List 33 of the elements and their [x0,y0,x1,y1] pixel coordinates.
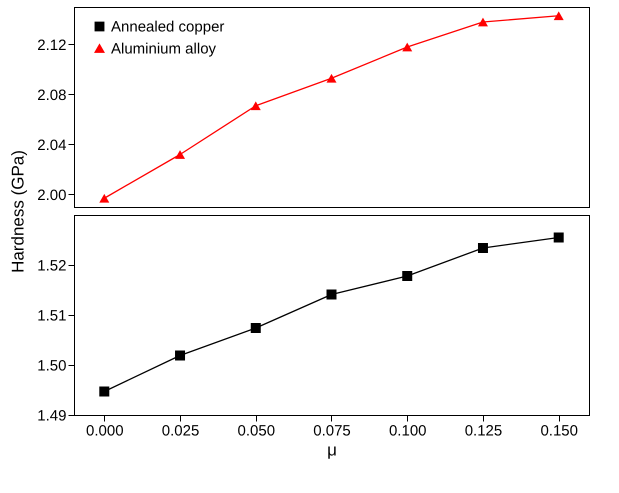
y-tick-label: 2.04 [37,137,66,154]
y-tick-label: 1.52 [37,258,66,274]
point [554,232,564,242]
point [554,11,564,20]
y-tick-label: 2.08 [37,87,66,104]
x-tick-label: 0.050 [237,422,276,440]
x-tick-label: 0.075 [313,422,351,440]
point [402,271,412,281]
x-tick-label: 0.000 [86,422,124,440]
x-axis-title: μ [327,440,337,460]
point [402,42,412,52]
point [250,323,261,333]
point [175,150,186,159]
y-tick-label: 1.49 [37,408,66,424]
point [478,18,488,26]
point [250,101,261,110]
x-tick-label: 0.150 [540,422,578,440]
y-axis-title: Hardness (GPa) [8,150,28,273]
legend-label: Annealed copper [111,18,224,36]
x-tick-label: 0.125 [464,422,502,440]
y-tick-label: 1.50 [37,358,66,374]
y-tick-label: 2.12 [37,37,66,54]
y-tick-label: 2.00 [37,187,66,204]
y-tick-label: 1.51 [37,308,66,324]
point [326,290,336,300]
point [326,74,336,83]
point [99,194,110,203]
legend-label: Aluminium alloy [111,40,217,58]
point [478,243,488,253]
point [99,386,110,396]
x-tick-label: 0.025 [162,422,200,440]
point [175,350,186,360]
x-tick-label: 0.100 [388,422,427,440]
